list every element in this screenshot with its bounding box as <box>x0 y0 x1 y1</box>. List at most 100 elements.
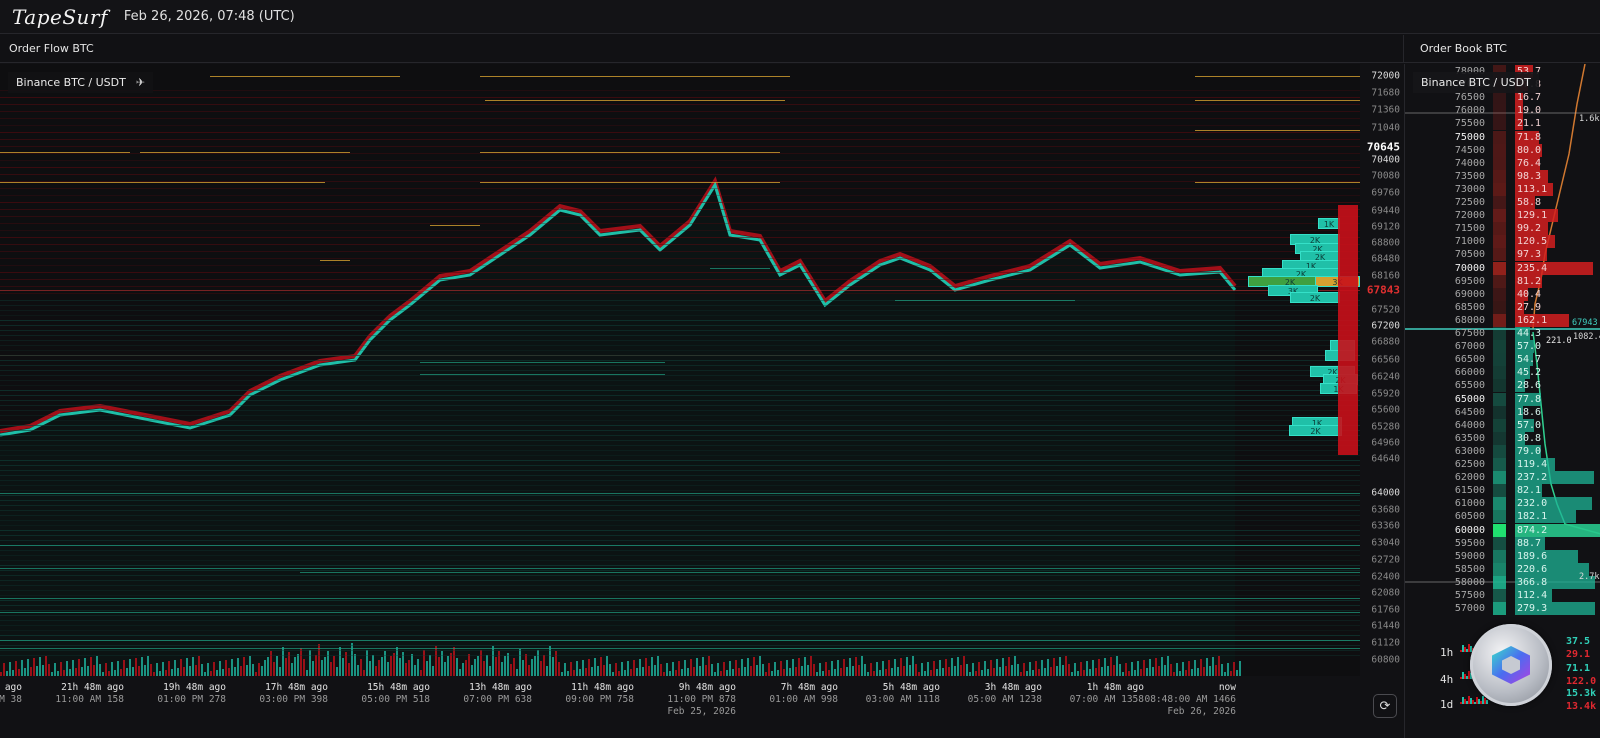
liquidity-line <box>0 575 1360 576</box>
time-axis-tick: 19h 48m ago 01:00 PM 278 <box>157 682 226 706</box>
price-axis-tick: 65280 <box>1371 421 1400 433</box>
order-book-ask-row[interactable]: 76500 16.7 <box>1405 91 1600 105</box>
order-book-price: 58000 <box>1454 576 1485 588</box>
order-book-bid-row[interactable]: 67000 57.0 <box>1405 340 1600 354</box>
order-book-quantity: 119.4 <box>1517 459 1548 470</box>
order-book-ask-row[interactable]: 68000 162.1 <box>1405 313 1600 327</box>
order-book-ask-row[interactable]: 74500 80.0 <box>1405 143 1600 157</box>
order-book-bid-row[interactable]: 64500 18.6 <box>1405 405 1600 419</box>
order-book-bid-row[interactable]: 58000 366.8 <box>1405 575 1600 589</box>
order-book-qty-bar <box>1515 471 1595 485</box>
timeframe-histogram-bar <box>1466 701 1468 704</box>
liquidity-line <box>0 375 1360 376</box>
order-book-heat-cell <box>1493 156 1506 170</box>
order-book-price: 63000 <box>1454 445 1485 457</box>
app-logo[interactable]: TapeSurf <box>12 4 108 29</box>
order-book-ask-row[interactable]: 70000 235.4 <box>1405 261 1600 275</box>
order-book-quantity: 182.1 <box>1517 511 1548 523</box>
order-book-qty-bar <box>1515 484 1543 498</box>
liquidity-line <box>0 237 1360 238</box>
order-book-bid-row[interactable]: 62000 237.2 <box>1405 471 1600 485</box>
order-book-ask-row[interactable]: 69500 81.2 <box>1405 274 1600 288</box>
order-book-bid-row[interactable]: 66500 54.7 <box>1405 353 1600 367</box>
order-book-tag: 67943 <box>1572 318 1598 328</box>
time-axis[interactable]: ago M 38 21h 48m ago 11:00 AM 158 19h 48m ag… <box>0 676 1360 738</box>
liquidity-line <box>0 365 1360 366</box>
order-book-quantity: 99.2 <box>1517 223 1542 235</box>
order-book-ask-row[interactable]: 72000 129.1 <box>1405 209 1600 223</box>
price-axis-tick: 65600 <box>1371 404 1400 416</box>
order-book-bid-row[interactable]: 60500 182.1 <box>1405 510 1600 524</box>
liquidity-line <box>0 330 1360 331</box>
liquidity-line <box>480 182 780 183</box>
timeframe-histogram-bar <box>1486 700 1488 704</box>
order-book-bid-row[interactable]: 63000 79.0 <box>1405 444 1600 458</box>
liquidity-line <box>0 480 1360 481</box>
time-relative: 11h 48m ago <box>571 682 634 693</box>
order-book-ask-row[interactable]: 70500 97.3 <box>1405 248 1600 262</box>
order-book-bid-row[interactable]: 58500 220.6 <box>1405 562 1600 576</box>
order-book-ask-row[interactable]: 68500 27.9 <box>1405 300 1600 314</box>
liquidity-line <box>0 355 1360 356</box>
order-book-ask-row[interactable]: 75000 71.8 <box>1405 130 1600 144</box>
price-axis-tick: 69760 <box>1371 187 1400 199</box>
order-book-quantity: 79.0 <box>1517 445 1542 457</box>
liquidity-line <box>0 605 1360 606</box>
price-axis[interactable]: 72000 71680 71360 71040 70645 70400 70080 69760… <box>1360 64 1404 676</box>
order-book-heat-cell <box>1493 392 1506 406</box>
liquidity-line <box>710 268 770 269</box>
liquidity-line <box>0 152 130 153</box>
order-book-ask-row[interactable]: 75500 21.1 <box>1405 117 1600 131</box>
order-book-bid-row[interactable]: 57500 112.4 <box>1405 589 1600 602</box>
order-book-ask-row[interactable]: 69000 40.4 <box>1405 287 1600 301</box>
time-absolute: 07:00 AM 1358 <box>1069 694 1144 705</box>
order-book-ask-row[interactable]: 73500 98.3 <box>1405 169 1600 183</box>
order-book-bid-row[interactable]: 60000 874.2 <box>1405 523 1600 537</box>
price-axis-tick: 67520 <box>1371 304 1400 316</box>
order-book-ask-row[interactable]: 74000 76.4 <box>1405 156 1600 170</box>
order-book-price: 69500 <box>1454 275 1485 287</box>
timeframe-4h[interactable]: 4h <box>1440 673 1454 686</box>
liquidity-line <box>300 572 1360 573</box>
order-book-price: 71000 <box>1454 236 1485 248</box>
order-book-bid-row[interactable]: 65500 28.6 <box>1405 379 1600 393</box>
order-book-panel[interactable]: Binance BTC / USDT 7800053.77700037.8765… <box>1404 64 1600 738</box>
refresh-button[interactable]: ⟳ <box>1373 694 1397 718</box>
order-book-bid-row[interactable]: 63500 30.8 <box>1405 431 1600 445</box>
order-book-quantity: 28.6 <box>1517 380 1542 392</box>
order-book-heat-cell <box>1493 274 1506 288</box>
order-book-ask-row[interactable]: 71000 120.5 <box>1405 235 1600 249</box>
liquidity-line <box>0 635 1360 636</box>
order-book-price: 61500 <box>1454 485 1485 497</box>
order-flow-heatmap-chart[interactable]: Binance BTC / USDT ✈ 1K2K2K2K1K2K2K3K3K2… <box>0 64 1360 676</box>
timeframe-1h[interactable]: 1h <box>1440 646 1454 659</box>
order-book-bid-row[interactable]: 59500 88.7 <box>1405 536 1600 550</box>
liquidity-line <box>0 315 1360 316</box>
liquidity-line <box>0 305 1360 306</box>
liquidity-line <box>1195 182 1360 183</box>
order-book-ask-row[interactable]: 71500 99.2 <box>1405 222 1600 236</box>
timeframe-buy-volume: 71.1 <box>1566 663 1591 674</box>
order-book-qty-bar <box>1515 523 1600 537</box>
liquidity-line <box>0 425 1360 426</box>
order-book-bid-row[interactable]: 61000 232.0 <box>1405 497 1600 511</box>
timeframe-1d[interactable]: 1d <box>1440 698 1454 711</box>
order-book-ask-row[interactable]: 76000 19.0 <box>1405 104 1600 118</box>
order-book-ask-row[interactable]: 73000 113.1 <box>1405 182 1600 196</box>
order-book-ask-row[interactable]: 72500 58.8 <box>1405 196 1600 209</box>
order-book-bid-row[interactable]: 57000 279.3 <box>1405 602 1600 616</box>
liquidity-line <box>1195 76 1360 77</box>
order-book-bid-row[interactable]: 62500 119.4 <box>1405 458 1600 471</box>
pin-icon[interactable]: ✈ <box>135 76 146 89</box>
order-book-price: 70000 <box>1454 262 1485 274</box>
order-book-bid-row[interactable]: 65000 77.8 <box>1405 392 1600 406</box>
order-book-bid-row[interactable]: 66000 45.2 <box>1405 366 1600 380</box>
order-book-bid-row[interactable]: 64000 57.0 <box>1405 418 1600 432</box>
liquidity-line <box>480 152 780 153</box>
chart-pair-label[interactable]: Binance BTC / USDT ✈ <box>8 72 154 93</box>
liquidity-line <box>1195 130 1360 131</box>
order-book-bid-row[interactable]: 61500 82.1 <box>1405 484 1600 498</box>
price-axis-tick: 70080 <box>1371 170 1400 182</box>
order-book-bid-row[interactable]: 67500 44.3 <box>1405 327 1600 340</box>
order-book-bid-row[interactable]: 59000 189.6 <box>1405 549 1600 563</box>
